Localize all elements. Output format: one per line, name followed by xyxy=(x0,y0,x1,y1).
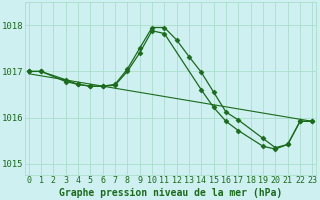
X-axis label: Graphe pression niveau de la mer (hPa): Graphe pression niveau de la mer (hPa) xyxy=(59,188,282,198)
